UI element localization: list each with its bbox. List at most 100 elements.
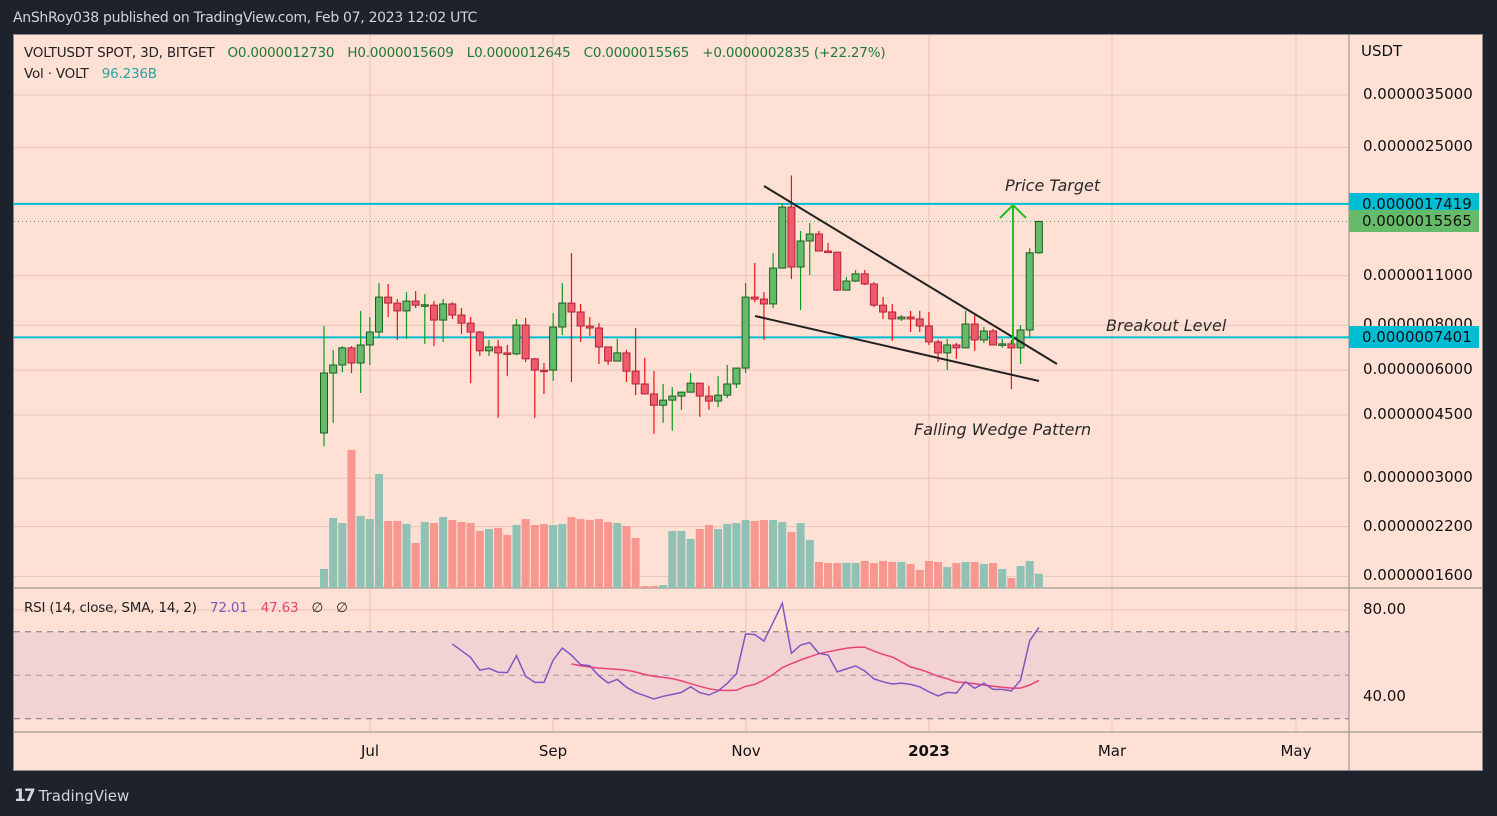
volume-bar (494, 527, 503, 588)
candle-up (320, 372, 328, 434)
volume-bar (778, 522, 787, 588)
horizontal-levels (14, 202, 1349, 339)
candle-down (833, 251, 842, 291)
volume-label[interactable]: Vol · VOLT (24, 66, 89, 82)
price-tick-label: 0.0000004500 (1363, 404, 1473, 423)
last-price-badge: 0.0000015565 (1349, 210, 1479, 233)
candle-up (668, 395, 677, 401)
volume-bar (521, 519, 530, 588)
volume-bar (484, 529, 493, 588)
candle-down (594, 327, 603, 348)
candle-down (915, 318, 924, 327)
volume-bar (457, 522, 466, 588)
candle-up (677, 391, 686, 397)
volume-bar (732, 523, 741, 588)
candle-up (851, 273, 860, 282)
level-price-badge: 0.0000007401 (1349, 326, 1479, 349)
volume-bar (934, 561, 943, 588)
level-price-badge: 0.0000017419 (1349, 192, 1479, 215)
volume-bar (356, 515, 365, 588)
volume-bar (640, 586, 649, 588)
candle-down (347, 347, 356, 364)
falling-wedge-label[interactable]: Falling Wedge Pattern (914, 420, 1092, 439)
volume-bar (604, 522, 613, 588)
volume-bars (320, 449, 1043, 588)
candle-up (338, 347, 347, 366)
tradingview-wordmark: TradingView (38, 787, 130, 805)
candle-down (384, 296, 393, 304)
volume-bar (466, 523, 475, 588)
grid (14, 35, 1349, 732)
rsi-lines (451, 600, 1040, 700)
rsi-tick-label: 40.00 (1363, 687, 1406, 705)
time-tick-label: Mar (1097, 742, 1127, 760)
candle-down (576, 311, 585, 327)
price-tick-label: 0.0000035000 (1363, 85, 1473, 103)
candle-down (860, 273, 869, 285)
volume-bar (842, 563, 851, 588)
candle-up (558, 302, 567, 328)
arrow-head-icon (999, 203, 1027, 219)
volume-bar (824, 563, 833, 588)
volume-bar (750, 520, 759, 588)
volume-bar (869, 563, 878, 588)
rsi-label[interactable]: RSI (14, close, SMA, 14, 2) (24, 600, 197, 616)
candle-up (365, 331, 374, 346)
close-value: C0.0000015565 (583, 45, 690, 61)
candle-up (805, 233, 814, 242)
volume-bar (851, 563, 860, 588)
candle-up (961, 323, 970, 349)
volume-bar (558, 523, 567, 588)
candle-down (869, 283, 878, 306)
volume-bar (906, 563, 915, 588)
volume-bar (622, 526, 631, 588)
currency-label: USDT (1361, 42, 1403, 60)
candle-up (979, 330, 988, 341)
candle-up (1034, 220, 1043, 254)
volume-bar (897, 561, 906, 588)
high-value: H0.0000015609 (347, 45, 454, 61)
symbol-info[interactable]: VOLTUSDT SPOT, 3D, BITGET (24, 45, 215, 61)
volume-value: 96.236B (101, 66, 157, 82)
candle-up (1025, 252, 1034, 331)
rsi-line (451, 600, 1040, 700)
price-target-label[interactable]: Price Target (1005, 176, 1101, 195)
candle-down (989, 330, 998, 346)
candle-up (686, 382, 695, 393)
volume-bar (833, 563, 842, 588)
candle-down (567, 302, 576, 313)
candle-down (457, 314, 466, 324)
candle-up (769, 267, 778, 305)
rsi-sma-line (571, 646, 1040, 692)
candle-down (934, 341, 943, 354)
volume-bar (1016, 566, 1025, 588)
volume-bar (970, 561, 979, 588)
wedge-upper-trendline (763, 185, 1058, 365)
candle-up (897, 316, 906, 320)
volume-bar (649, 586, 658, 588)
candle-up (512, 324, 521, 355)
volume-bar (796, 523, 805, 588)
volume-bar (943, 567, 952, 588)
volume-bar (989, 563, 998, 588)
volume-bar (1025, 560, 1034, 588)
candle-up (329, 364, 338, 374)
volume-bar (759, 519, 768, 588)
volume-bar (539, 523, 548, 588)
rsi-extra-2: ∅ (336, 600, 348, 616)
volume-bar (769, 519, 778, 588)
candle-up (356, 344, 365, 364)
candle-up (998, 343, 1007, 346)
volume-bar (613, 523, 622, 588)
volume-bar (530, 524, 539, 588)
breakout-level-label[interactable]: Breakout Level (1106, 316, 1227, 335)
volume-bar (879, 560, 888, 588)
volume-bar (659, 585, 668, 588)
candle-up (732, 367, 741, 385)
candle-up (1016, 329, 1025, 349)
candle-down (704, 395, 713, 402)
candle-down (787, 206, 796, 268)
volume-bar (365, 519, 374, 588)
volume-bar (320, 568, 328, 588)
